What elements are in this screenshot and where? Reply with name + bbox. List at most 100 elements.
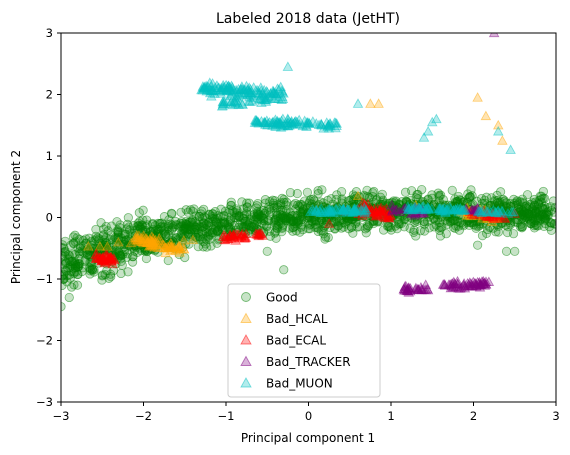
y-tick-label: 2 <box>46 88 53 102</box>
data-point-good <box>313 186 323 196</box>
data-point-good <box>441 229 451 239</box>
data-point-good <box>242 202 252 212</box>
legend-label-bad-muon: Bad_MUON <box>266 377 333 391</box>
data-point-good <box>115 220 125 230</box>
data-point-good <box>361 228 371 238</box>
data-point-good <box>400 187 411 197</box>
data-point-good <box>529 223 540 233</box>
data-point-good <box>297 200 307 210</box>
data-point-good <box>399 222 409 232</box>
data-point-good <box>544 222 555 232</box>
data-point-good <box>279 194 289 205</box>
data-point-good <box>473 240 483 250</box>
plot-area <box>60 32 557 403</box>
data-point-good <box>148 218 158 229</box>
data-point-good <box>262 222 272 232</box>
data-point-good <box>188 206 198 217</box>
data-point-good <box>169 222 179 232</box>
data-point-good <box>114 248 125 258</box>
legend: Good Bad_HCAL Bad_ECAL Bad_TRACKER Bad_MUON <box>227 283 381 398</box>
data-point-good <box>302 187 312 197</box>
data-point-good <box>176 207 186 217</box>
data-point-good <box>279 197 289 207</box>
data-point-good <box>501 246 512 256</box>
data-point-good <box>89 265 99 275</box>
y-tick-label: −1 <box>36 272 53 286</box>
y-tick-label: 0 <box>46 211 53 225</box>
data-point-good <box>466 185 476 195</box>
data-point-good <box>61 246 70 256</box>
data-point-good <box>80 256 90 266</box>
data-point-good <box>99 229 109 240</box>
data-point-good <box>70 230 80 240</box>
data-point-good <box>430 215 441 225</box>
data-point-good <box>538 186 548 197</box>
x-tick-label: −1 <box>218 409 235 423</box>
data-point-good <box>320 234 330 244</box>
data-point-good <box>363 221 373 231</box>
data-point-good <box>424 223 434 233</box>
data-point-good <box>101 221 111 232</box>
data-point-good <box>97 271 107 281</box>
legend-marker-good <box>241 292 251 302</box>
data-point-good <box>187 215 198 225</box>
data-point-good <box>183 207 193 217</box>
data-point-good <box>64 292 74 303</box>
data-point-good <box>260 195 270 205</box>
data-point-good <box>264 226 275 236</box>
data-point-good <box>331 194 341 205</box>
legend-label-bad-ecal: Bad_ECAL <box>266 334 326 348</box>
data-point-good <box>234 211 244 221</box>
data-point-good <box>61 274 69 284</box>
data-point-good <box>205 210 215 220</box>
data-point-good <box>434 192 444 202</box>
x-tick-label: 3 <box>552 409 559 423</box>
data-point-good <box>362 185 372 195</box>
data-point-good <box>348 228 358 238</box>
data-point-good <box>279 265 289 275</box>
data-point-good <box>253 199 263 209</box>
x-tick-label: 0 <box>305 409 312 423</box>
data-point-good <box>226 197 236 207</box>
data-point-good <box>292 188 302 199</box>
data-point-good <box>431 220 441 230</box>
legend-label-good: Good <box>266 291 298 305</box>
y-axis: −3 −2 −1 0 1 2 3 <box>36 26 61 409</box>
data-point-good <box>309 215 320 226</box>
data-point-good <box>318 229 329 239</box>
data-point-good <box>464 193 474 204</box>
data-point-good <box>446 216 456 226</box>
data-point-good <box>262 246 272 256</box>
data-point-good <box>498 194 508 204</box>
data-point-good <box>384 221 394 231</box>
data-point-good <box>375 192 386 202</box>
data-point-good <box>435 231 446 241</box>
data-point-good <box>502 227 513 238</box>
data-point-good <box>128 252 138 262</box>
data-point-good <box>517 194 527 204</box>
data-point-good <box>447 185 457 195</box>
x-tick-label: −3 <box>53 409 70 423</box>
legend-label-bad-tracker: Bad_TRACKER <box>266 355 351 369</box>
data-point-good <box>510 246 520 256</box>
data-point-good <box>202 242 212 252</box>
data-point-good <box>533 212 544 223</box>
data-point-good <box>123 213 133 223</box>
data-point-good <box>453 196 463 206</box>
data-point-good <box>70 250 80 260</box>
data-point-good <box>106 272 116 282</box>
data-point-good <box>271 233 281 243</box>
data-point-good <box>313 189 323 199</box>
data-point-good <box>496 187 506 197</box>
data-point-good <box>73 269 83 279</box>
data-point-good <box>242 207 252 217</box>
data-point-good <box>84 263 95 273</box>
data-point-good <box>141 253 152 264</box>
data-point-good <box>411 231 421 241</box>
data-point-good <box>546 205 556 215</box>
data-point-good <box>138 205 148 215</box>
data-point-good <box>436 222 446 232</box>
x-tick-label: 2 <box>470 409 477 423</box>
y-tick-label: 1 <box>46 149 53 163</box>
data-point-good <box>203 231 213 241</box>
